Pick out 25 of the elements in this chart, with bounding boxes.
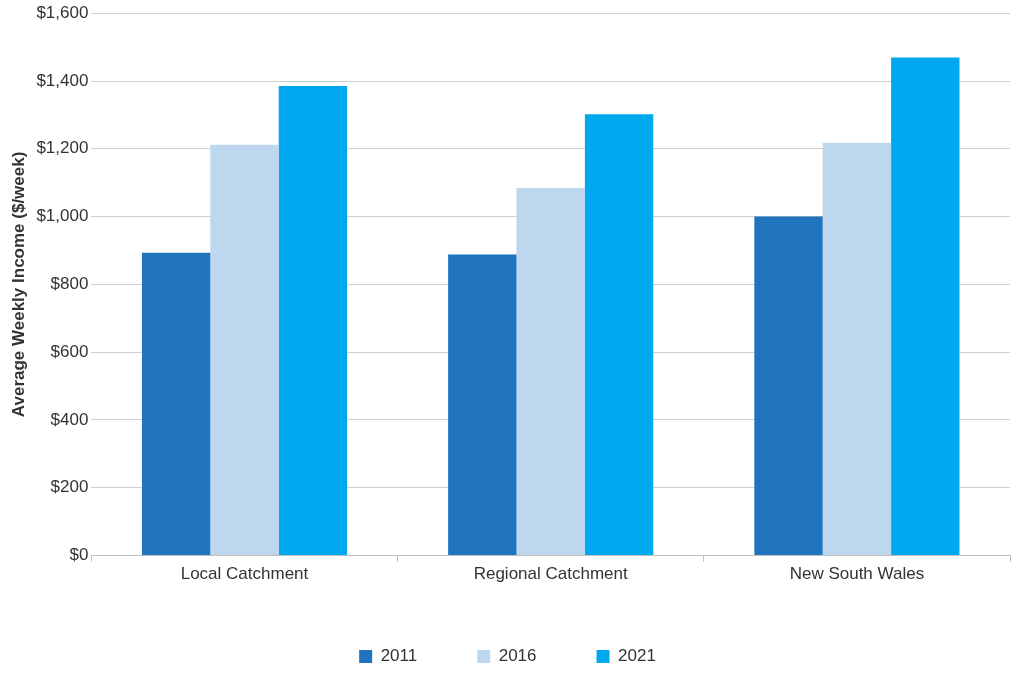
- x-tick-label: New South Wales: [789, 564, 925, 584]
- y-tick-label: $0: [69, 545, 89, 565]
- y-tick-label: $600: [50, 341, 89, 361]
- y-tick-label: $1,200: [36, 138, 89, 158]
- y-axis-title: Average Weekly Income ($/week): [8, 151, 28, 418]
- legend-label: 2011: [380, 646, 418, 666]
- bar: [141, 252, 211, 556]
- y-tick-label: $1,000: [36, 206, 89, 226]
- bar: [278, 86, 348, 556]
- legend-label: 2016: [498, 646, 537, 666]
- y-tick-label: $800: [50, 274, 89, 294]
- bar: [891, 57, 960, 556]
- bar: [210, 144, 279, 556]
- legend-label: 2021: [618, 646, 656, 666]
- y-tick-label: $1,600: [36, 2, 89, 22]
- bar: [754, 216, 823, 556]
- y-tick-label: $200: [50, 477, 89, 497]
- y-tick-label: $1,400: [36, 70, 89, 90]
- bar: [584, 114, 654, 556]
- bar: [516, 188, 585, 556]
- x-tick-label: Local Catchment: [180, 564, 309, 584]
- x-tick-label: Regional Catchment: [473, 564, 628, 584]
- bar: [448, 254, 517, 556]
- bar: [822, 142, 892, 556]
- y-tick-label: $400: [50, 409, 89, 429]
